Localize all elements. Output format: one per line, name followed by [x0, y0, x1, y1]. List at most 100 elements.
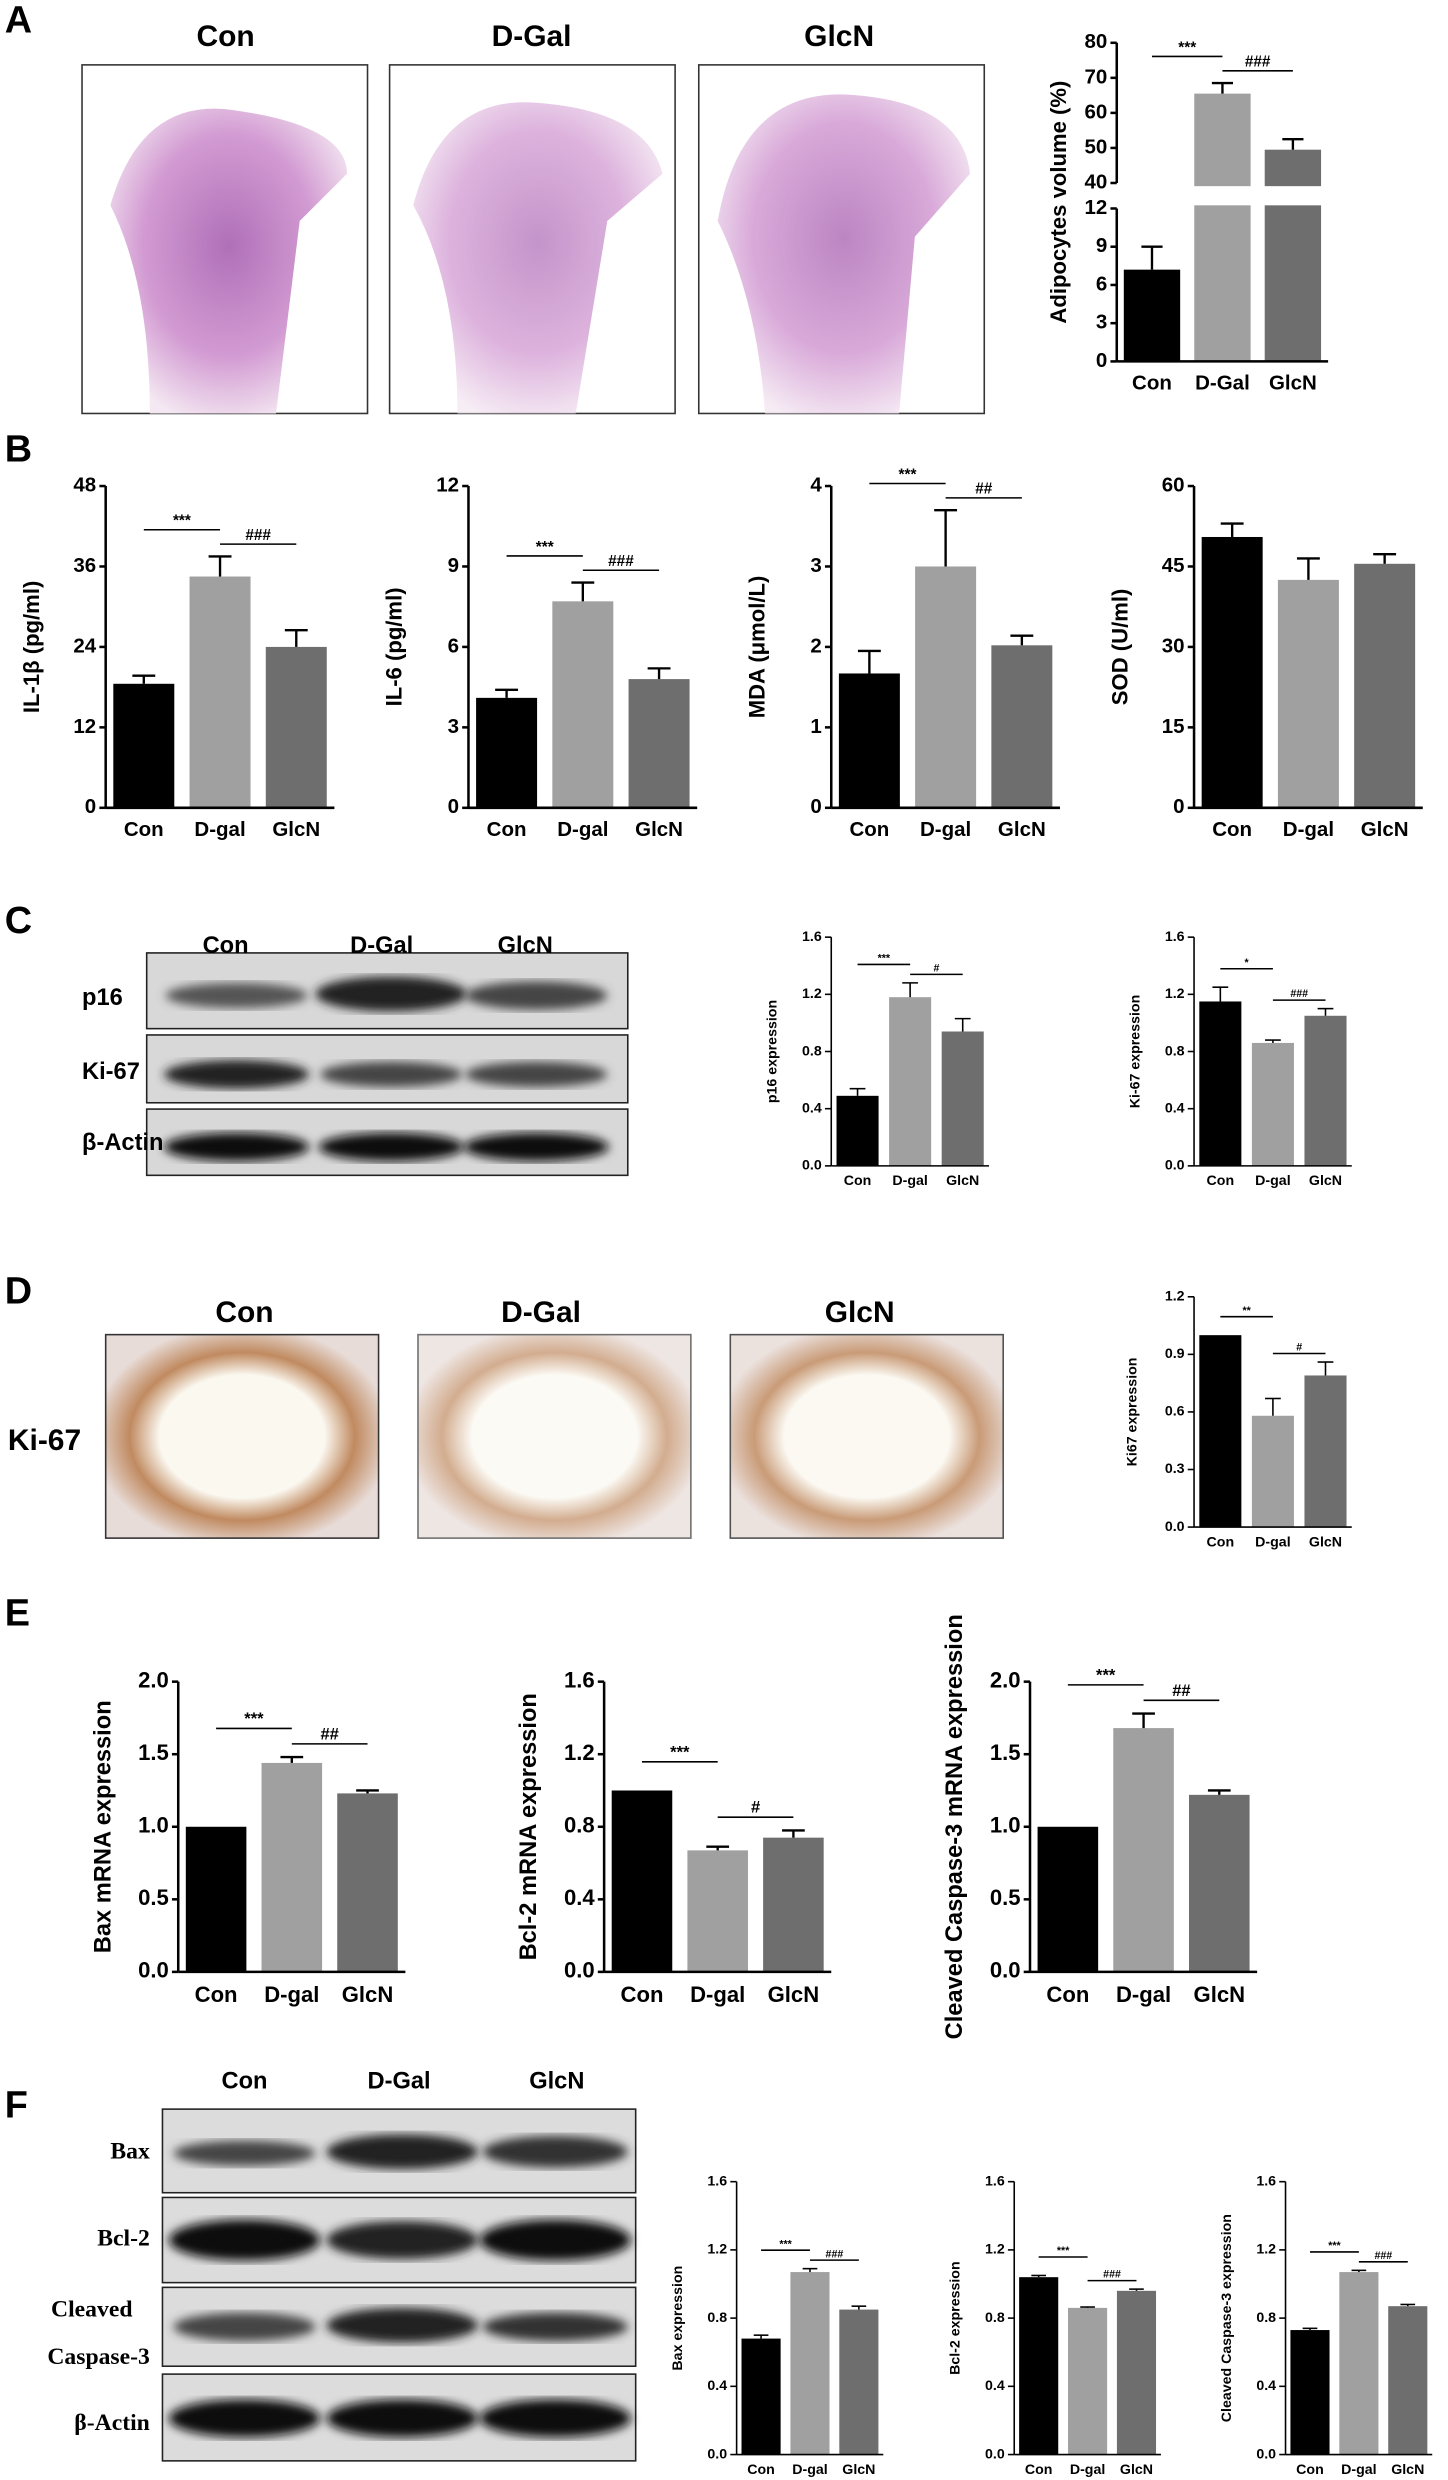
y-tick-label: 0.0: [564, 1958, 595, 1983]
y-tick-label: 40: [1084, 170, 1107, 193]
row-label: Bcl-2: [97, 2225, 150, 2251]
y-axis-title: Bax expression: [670, 2266, 686, 2371]
significance-label: ***: [878, 953, 891, 965]
y-axis-title: SOD (U/ml): [1107, 589, 1132, 706]
y-tick-label: 12: [73, 715, 96, 738]
lane-label: Con: [221, 2069, 267, 2095]
x-tick-label: GlcN: [635, 818, 683, 841]
x-tick-label: D-gal: [1283, 818, 1334, 841]
x-tick-label: D-gal: [1255, 1534, 1290, 1550]
bar: [1116, 2290, 1157, 2455]
significance-label: #: [751, 1798, 760, 1817]
x-tick-label: Con: [1207, 1534, 1235, 1550]
bar: [1037, 1826, 1099, 1972]
lane-label: D-Gal: [368, 2069, 431, 2095]
y-tick-label: 0.4: [985, 2378, 1005, 2394]
x-tick-label: D-gal: [1116, 1982, 1171, 2007]
x-tick-label: D-gal: [1070, 2462, 1105, 2478]
x-tick-label: Con: [1296, 2462, 1324, 2478]
bar: [1068, 2307, 1108, 2455]
y-tick-label: 1.5: [990, 1740, 1021, 1765]
image-label: D-Gal: [501, 1296, 581, 1329]
y-tick-label: 0.8: [802, 1043, 822, 1059]
x-tick-label: D-gal: [264, 1982, 319, 2007]
significance-label: ***: [173, 513, 191, 530]
bar: [741, 2338, 781, 2455]
y-tick-label: 60: [1084, 100, 1107, 123]
bar: [1123, 269, 1181, 362]
x-tick-label: D-gal: [920, 818, 971, 841]
y-tick-label: 3: [448, 715, 459, 738]
x-tick-label: D-gal: [557, 818, 608, 841]
x-tick-label: GlcN: [1269, 371, 1317, 394]
x-tick-label: D-gal: [792, 2462, 827, 2478]
panel-letter: A: [5, 0, 32, 41]
lane-label: GlcN: [498, 933, 553, 959]
x-tick-label: GlcN: [342, 1982, 394, 2007]
y-tick-label: 6: [1096, 272, 1107, 295]
y-tick-label: 0: [1173, 795, 1184, 818]
x-tick-label: GlcN: [946, 1173, 979, 1189]
y-axis-title: p16 expression: [765, 1000, 781, 1103]
y-tick-label: 0.6: [1165, 1404, 1185, 1420]
y-axis-title: Adipocytes volume (%): [1046, 81, 1071, 324]
bar: [1194, 93, 1251, 362]
western-blot: [161, 2108, 637, 2462]
y-tick-label: 1.6: [1256, 2173, 1276, 2189]
y-tick-label: 0.4: [1165, 1100, 1185, 1116]
image-label: Con: [215, 1296, 273, 1329]
lane-label: D-Gal: [350, 933, 413, 959]
x-tick-label: Con: [747, 2462, 775, 2478]
ihc-images: [104, 1333, 1004, 1539]
significance-label: ***: [1096, 1665, 1116, 1684]
y-tick-label: 0.0: [985, 2446, 1005, 2462]
y-tick-label: 0: [448, 795, 459, 818]
y-tick-label: 1.6: [707, 2173, 727, 2189]
bar: [1189, 1794, 1250, 1972]
x-tick-label: D-gal: [1255, 1173, 1290, 1189]
image-label: GlcN: [804, 20, 874, 53]
bar: [552, 601, 614, 808]
significance-label: *: [1245, 957, 1250, 969]
row-label: p16: [82, 985, 123, 1011]
x-tick-label: Con: [1212, 818, 1252, 841]
y-tick-label: 0.5: [138, 1885, 169, 1910]
x-tick-label: D-gal: [194, 818, 245, 841]
bar: [915, 566, 977, 808]
x-tick-label: Con: [844, 1173, 872, 1189]
x-tick-label: GlcN: [1120, 2462, 1153, 2478]
y-tick-label: 4: [810, 473, 822, 496]
y-tick-label: 1.5: [138, 1740, 169, 1765]
bar: [1277, 579, 1339, 808]
significance-label: ###: [826, 2248, 844, 2260]
y-tick-label: 0.9: [1165, 1346, 1185, 1362]
significance-label: ##: [975, 481, 993, 498]
y-tick-label: 0.8: [707, 2310, 727, 2326]
lane-label: Con: [203, 933, 249, 959]
y-tick-label: 0.8: [564, 1813, 595, 1838]
bar: [1201, 536, 1263, 808]
y-tick-label: 0.0: [1165, 1158, 1185, 1174]
y-tick-label: 12: [436, 473, 459, 496]
y-axis-title: Cleaved Caspase-3 expression: [1219, 2214, 1235, 2422]
significance-label: ***: [244, 1709, 264, 1728]
x-tick-label: Con: [1207, 1173, 1235, 1189]
x-tick-label: D-gal: [1341, 2462, 1376, 2478]
row-label: β-Actin: [82, 1130, 163, 1156]
y-tick-label: 0.0: [1165, 1519, 1185, 1535]
bar: [1199, 1001, 1242, 1166]
y-tick-label: 6: [448, 634, 459, 657]
significance-label: ###: [1245, 54, 1271, 71]
bar: [265, 646, 327, 808]
y-axis-title: IL-1β (pg/ml): [19, 581, 44, 713]
bar: [1304, 1015, 1347, 1166]
bar: [1388, 2306, 1428, 2455]
bar: [1113, 1728, 1174, 1972]
y-tick-label: 0.0: [802, 1158, 822, 1174]
y-tick-label: 0.3: [1165, 1461, 1185, 1477]
y-tick-label: 12: [1084, 196, 1107, 219]
y-tick-label: 0.8: [1165, 1043, 1185, 1059]
significance-label: ##: [1172, 1681, 1190, 1700]
x-tick-label: Con: [1025, 2462, 1053, 2478]
significance-label: ##: [320, 1724, 338, 1743]
